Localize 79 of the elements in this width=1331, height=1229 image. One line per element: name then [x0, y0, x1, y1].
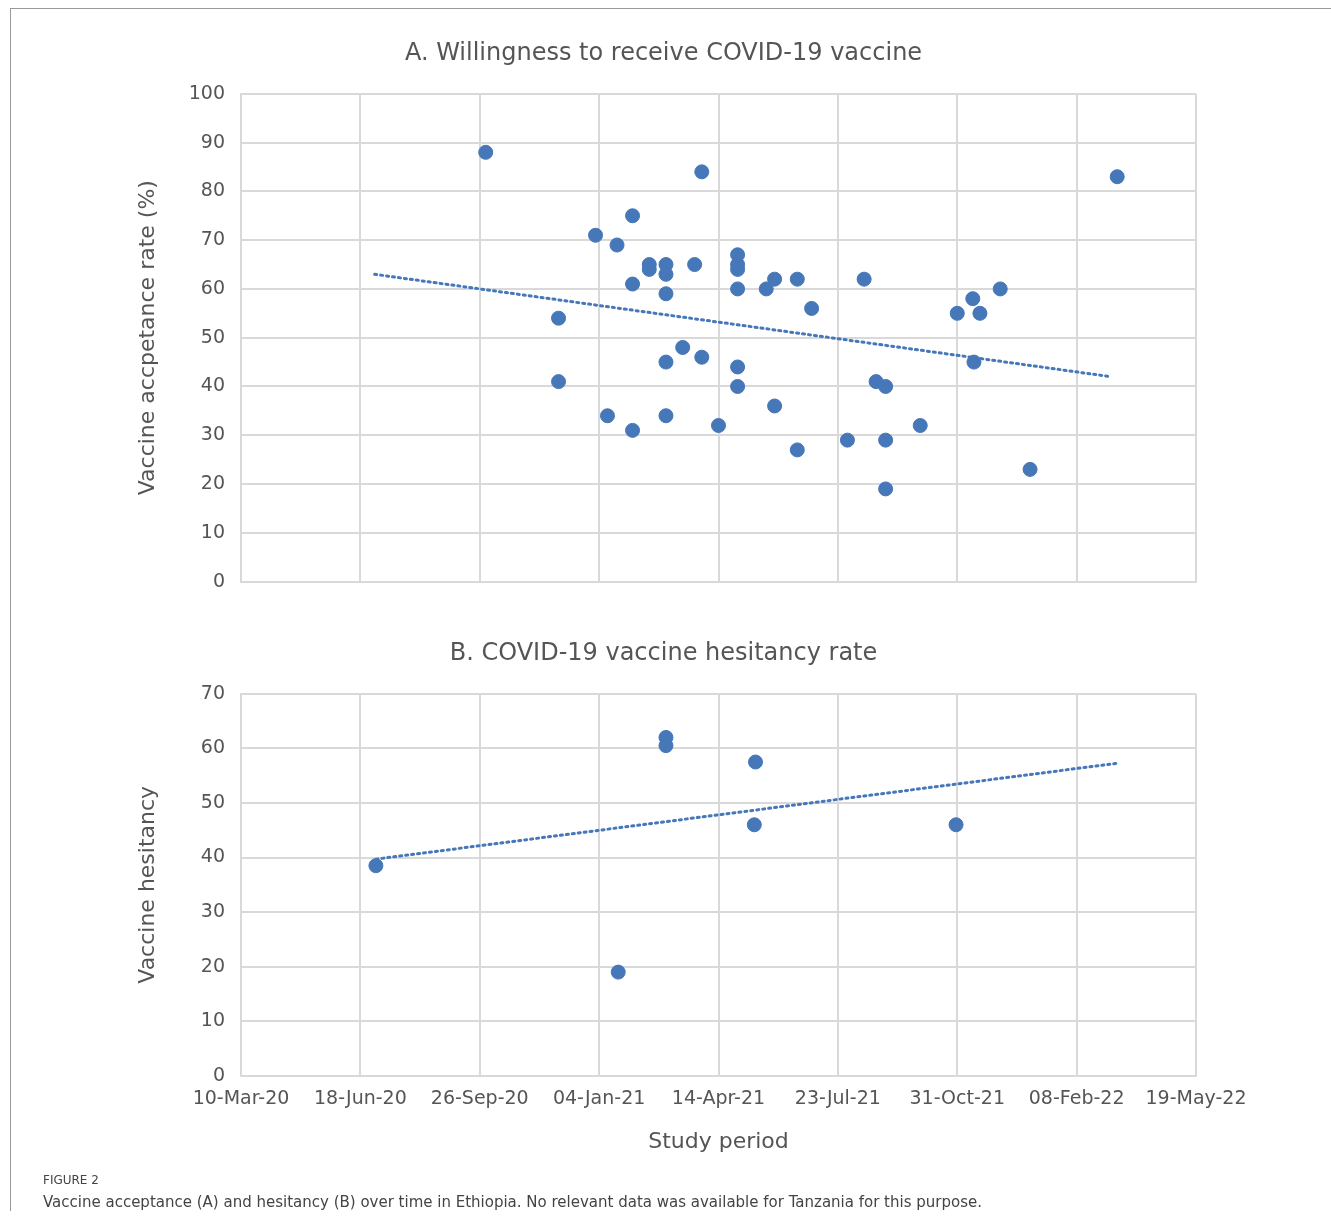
x-tick-label: 19-May-22 — [1145, 1086, 1247, 1109]
x-tick-label: 04-Jan-21 — [552, 1086, 646, 1109]
y-tick-label: 100 — [188, 80, 225, 103]
point — [478, 144, 494, 160]
x-tick-label: 18-Jun-20 — [313, 1086, 407, 1109]
point — [658, 408, 674, 424]
point — [966, 354, 982, 370]
y-tick-label: 70 — [200, 227, 225, 250]
point — [658, 286, 674, 302]
x-tick-label: 26-Sep-20 — [430, 1086, 529, 1109]
y-tick-label: 50 — [200, 324, 225, 347]
text: Vaccine acceptance (A) and hesitancy (B) over time in Ethiopia. No relevant data was available for Tanzania for this purpose. — [43, 1193, 983, 1211]
point — [1022, 461, 1038, 477]
point — [658, 354, 674, 370]
point — [972, 305, 988, 321]
point — [368, 858, 384, 874]
point — [599, 408, 615, 424]
point — [789, 271, 805, 287]
point — [804, 300, 820, 316]
point — [992, 281, 1008, 297]
point — [878, 432, 894, 448]
point — [758, 281, 774, 297]
point — [625, 422, 641, 438]
y-tick-label: 10 — [200, 1008, 225, 1031]
y-tick-label: 20 — [200, 953, 225, 976]
point — [610, 964, 626, 980]
point — [675, 339, 691, 355]
x-tick-label: 10-Mar-20 — [192, 1086, 290, 1109]
y-tick-label: 0 — [212, 568, 225, 591]
point — [588, 227, 604, 243]
y-tick-label: 0 — [212, 1062, 225, 1085]
point — [609, 237, 625, 253]
point — [748, 754, 764, 770]
chart-title: B. COVID-19 vaccine hesitancy rate — [449, 637, 878, 666]
point — [878, 378, 894, 394]
point — [730, 359, 746, 375]
point — [789, 442, 805, 458]
point — [949, 305, 965, 321]
point — [767, 398, 783, 414]
x-axis-title: Study period — [648, 1127, 789, 1153]
point — [625, 208, 641, 224]
x-tick-label: 14-Apr-21 — [671, 1086, 766, 1109]
point — [694, 349, 710, 365]
y-tick-label: 60 — [200, 275, 225, 298]
y-tick-label: 80 — [200, 178, 225, 201]
point — [948, 817, 964, 833]
y-tick-label: 90 — [200, 129, 225, 152]
point — [551, 374, 567, 390]
x-tick-label: 31-Oct-21 — [909, 1086, 1005, 1109]
point — [912, 418, 928, 433]
point — [746, 817, 762, 833]
y-tick-label: 10 — [200, 519, 225, 542]
point — [625, 276, 641, 292]
y-tick-label: 30 — [200, 899, 225, 922]
point — [839, 432, 855, 448]
point — [878, 481, 894, 497]
caption: FIGURE 2 — [43, 1173, 100, 1187]
x-tick-label: 23-Jul-21 — [794, 1086, 881, 1109]
y-axis-title: Vaccine hesitancy — [133, 785, 159, 984]
y-tick-label: 60 — [200, 735, 225, 758]
point — [767, 271, 783, 287]
y-tick-label: 40 — [200, 373, 225, 396]
y-axis-title: Vaccine accpetance rate (%) — [133, 180, 159, 496]
chart-title: A. Willingness to receive COVID-19 vaccine — [404, 37, 923, 66]
y-tick-label: 20 — [200, 470, 225, 493]
y-tick-label: 70 — [200, 680, 225, 703]
y-tick-label: 40 — [200, 844, 225, 867]
x-tick-label: 08-Feb-22 — [1028, 1086, 1125, 1109]
y-tick-label: 30 — [200, 422, 225, 445]
point — [1109, 169, 1125, 185]
point — [856, 271, 872, 287]
point — [711, 418, 726, 433]
point — [730, 378, 746, 394]
point — [687, 257, 703, 273]
point — [730, 281, 746, 297]
point — [694, 164, 710, 180]
y-tick-label: 50 — [200, 789, 225, 812]
point — [965, 291, 981, 307]
point — [551, 310, 567, 326]
